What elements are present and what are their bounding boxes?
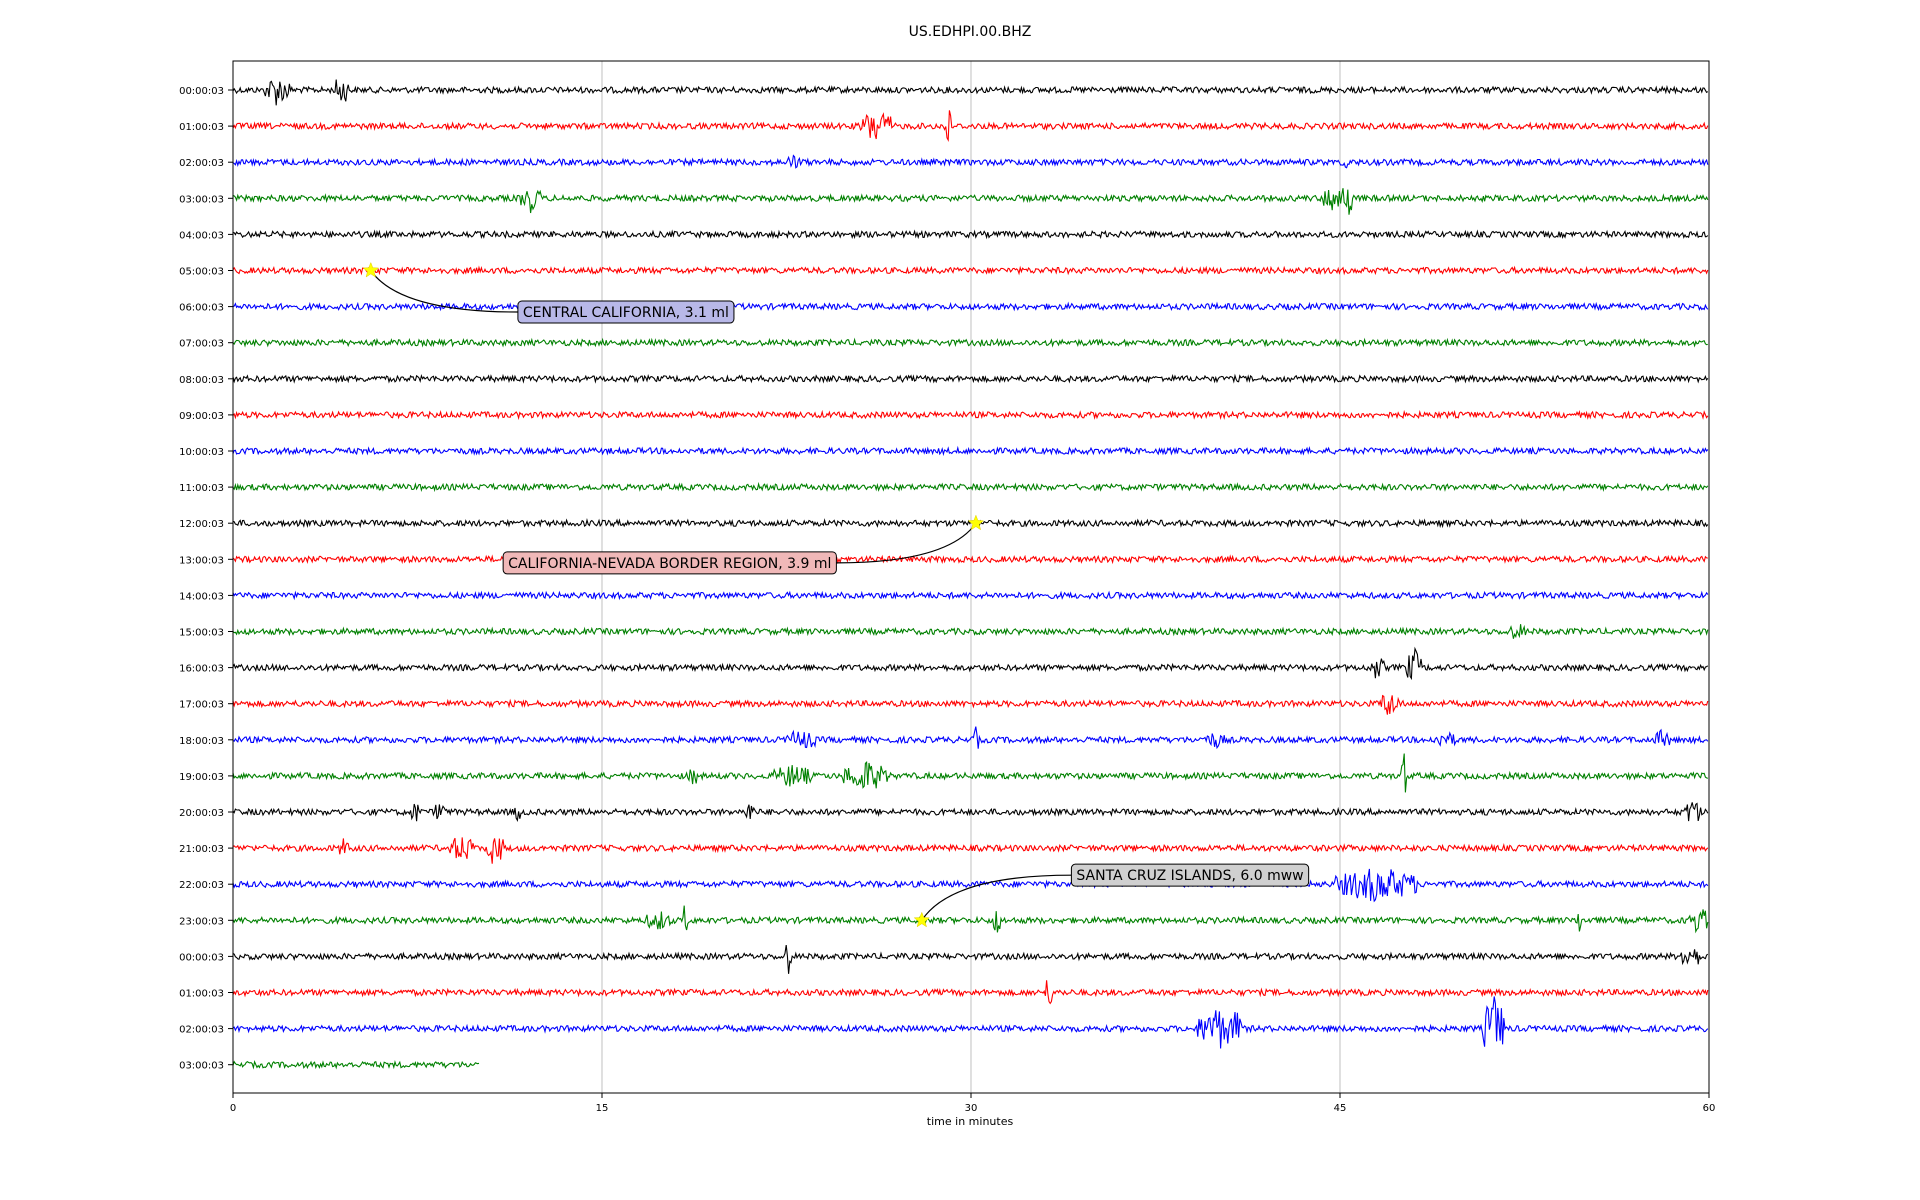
trace-row	[232, 229, 1709, 240]
trace-row	[232, 694, 1709, 715]
row-time-label: 17:00:03	[179, 700, 224, 711]
row-time-label: 15:00:03	[179, 628, 224, 639]
event-star-marker	[362, 261, 380, 278]
row-time-label: 06:00:03	[179, 303, 224, 314]
trace-row	[232, 188, 1709, 215]
event-label-box	[502, 551, 837, 575]
trace-row	[232, 301, 1709, 312]
event-annotation: CALIFORNIA-NEVADA BORDER REGION, 3.9 ml	[502, 514, 985, 575]
event-label: CALIFORNIA-NEVADA BORDER REGION, 3.9 ml	[508, 556, 831, 572]
trace-row	[232, 980, 1709, 1005]
x-tick-label: 30	[965, 1103, 978, 1114]
row-time-label: 02:00:03	[179, 1025, 224, 1036]
grid-lines	[601, 61, 1341, 1093]
seismic-traces	[232, 79, 1709, 1070]
trace-row	[232, 905, 1709, 934]
row-time-label: 20:00:03	[179, 808, 224, 819]
trace-row	[232, 79, 1709, 106]
trace-row	[232, 337, 1708, 348]
trace-row	[232, 837, 1709, 864]
x-tick-label: 15	[596, 1103, 609, 1114]
event-label-box	[517, 300, 735, 324]
row-time-label: 03:00:03	[179, 194, 224, 205]
event-annotation: CENTRAL CALIFORNIA, 3.1 ml	[362, 261, 735, 324]
row-time-label: 22:00:03	[179, 880, 224, 891]
row-time-label: 10:00:03	[179, 447, 224, 458]
trace-row	[232, 110, 1709, 143]
row-time-labels: 00:00:03 01:00:03 02:00:03 03:00:03 04:00:03…	[179, 86, 233, 1072]
row-time-label: 21:00:03	[179, 844, 224, 855]
trace-row	[232, 518, 1709, 529]
x-axis-label: time in minutes	[927, 1115, 1014, 1128]
row-time-label: 05:00:03	[179, 267, 224, 278]
row-time-label: 19:00:03	[179, 772, 224, 783]
chart-title: US.EDHPI.00.BHZ	[909, 24, 1032, 40]
trace-row	[232, 481, 1709, 493]
x-tick-label: 60	[1703, 1103, 1716, 1114]
trace-row	[232, 265, 1709, 276]
trace-row	[232, 554, 1708, 565]
row-time-label: 03:00:03	[179, 1061, 224, 1072]
event-label: CENTRAL CALIFORNIA, 3.1 ml	[523, 305, 729, 321]
row-time-label: 18:00:03	[179, 736, 224, 747]
trace-row	[232, 1059, 480, 1070]
row-time-label: 14:00:03	[179, 591, 224, 602]
event-label: SANTA CRUZ ISLANDS, 6.0 mww	[1076, 868, 1303, 884]
x-axis-ticks: 0 15 30 45 60	[230, 1093, 1716, 1114]
trace-row	[232, 996, 1709, 1049]
row-time-label: 01:00:03	[179, 989, 224, 1000]
row-time-label: 23:00:03	[179, 916, 224, 927]
x-tick-label: 45	[1334, 1103, 1347, 1114]
trace-row	[232, 373, 1709, 384]
trace-row	[232, 590, 1709, 601]
event-star-marker	[913, 911, 931, 928]
row-time-label: 02:00:03	[179, 158, 224, 169]
event-annotations: CENTRAL CALIFORNIA, 3.1 ml CALIFORNIA-NEV…	[362, 261, 1310, 928]
row-time-label: 01:00:03	[179, 122, 224, 133]
row-time-label: 07:00:03	[179, 339, 224, 350]
row-time-label: 13:00:03	[179, 555, 224, 566]
trace-row	[232, 445, 1709, 457]
row-time-label: 08:00:03	[179, 375, 224, 386]
trace-row	[232, 409, 1709, 421]
row-time-label: 00:00:03	[179, 952, 224, 963]
trace-row	[232, 802, 1709, 822]
event-annotation: SANTA CRUZ ISLANDS, 6.0 mww	[913, 863, 1310, 928]
row-time-label: 16:00:03	[179, 664, 224, 675]
x-tick-label: 0	[230, 1103, 236, 1114]
trace-row	[232, 868, 1709, 903]
trace-row	[232, 154, 1709, 169]
trace-row	[232, 753, 1709, 793]
trace-row	[232, 646, 1709, 681]
row-time-label: 12:00:03	[179, 519, 224, 530]
event-connector	[370, 270, 518, 313]
event-label-box	[1070, 863, 1310, 887]
row-time-label: 04:00:03	[179, 230, 224, 241]
trace-row	[232, 945, 1709, 974]
event-star-marker	[967, 514, 985, 531]
trace-row	[232, 624, 1709, 639]
event-connector	[836, 522, 977, 564]
row-time-label: 09:00:03	[179, 411, 224, 422]
row-time-label: 00:00:03	[179, 86, 224, 97]
trace-row	[232, 726, 1709, 750]
row-time-label: 11:00:03	[179, 483, 224, 494]
event-connector	[921, 874, 1072, 921]
